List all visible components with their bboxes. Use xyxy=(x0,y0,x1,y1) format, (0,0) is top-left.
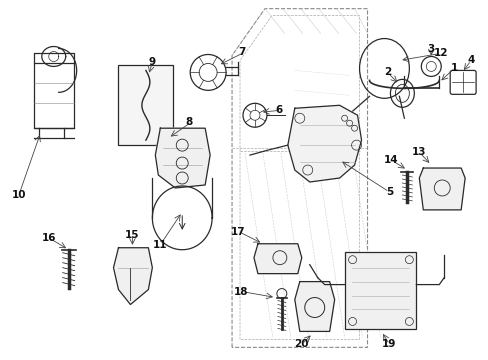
Bar xyxy=(34,63,74,128)
Text: 20: 20 xyxy=(294,339,308,349)
Bar xyxy=(118,66,173,145)
Bar xyxy=(344,252,415,329)
Text: 19: 19 xyxy=(382,339,396,349)
Text: 5: 5 xyxy=(385,187,392,197)
Text: 7: 7 xyxy=(238,48,245,58)
Polygon shape xyxy=(294,282,334,332)
Text: 6: 6 xyxy=(274,105,282,115)
Text: 14: 14 xyxy=(384,155,398,165)
Text: 18: 18 xyxy=(233,287,247,297)
Text: 12: 12 xyxy=(433,49,448,58)
Polygon shape xyxy=(287,105,361,182)
Polygon shape xyxy=(155,128,210,188)
Text: 11: 11 xyxy=(153,240,167,250)
Polygon shape xyxy=(113,248,152,305)
Text: 10: 10 xyxy=(12,190,26,200)
Text: 3: 3 xyxy=(427,44,434,54)
Text: 16: 16 xyxy=(41,233,56,243)
Text: 17: 17 xyxy=(230,227,244,237)
Polygon shape xyxy=(419,168,464,210)
Text: 4: 4 xyxy=(467,55,474,66)
Text: 15: 15 xyxy=(125,230,140,240)
Polygon shape xyxy=(253,244,301,274)
Text: 8: 8 xyxy=(185,117,192,127)
Text: 9: 9 xyxy=(148,58,156,67)
Text: 13: 13 xyxy=(411,147,426,157)
Text: 1: 1 xyxy=(449,63,457,73)
Text: 2: 2 xyxy=(383,67,390,77)
